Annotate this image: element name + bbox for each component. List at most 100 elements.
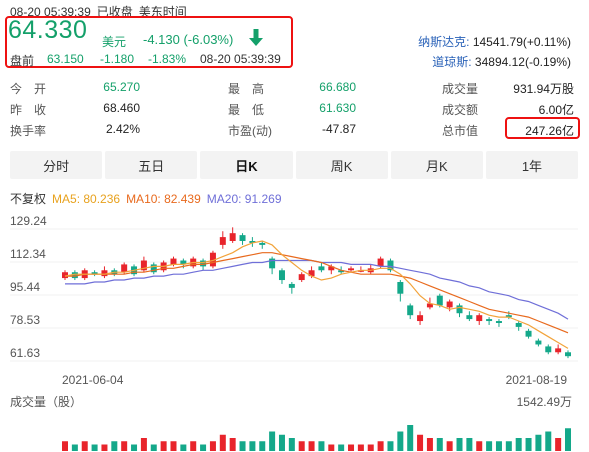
candle-body (397, 281, 404, 294)
candle-body (170, 258, 177, 265)
stat-value-prev-close: 68.460 (103, 101, 140, 115)
volume-label: 成交量（股） (10, 394, 82, 409)
candle-body (269, 258, 276, 269)
candle-body (121, 264, 128, 273)
stat-label-amount: 成交额 (442, 103, 479, 117)
volume-bar (278, 434, 285, 451)
candle-body (140, 260, 147, 271)
volume-bar (131, 444, 138, 451)
stat-value-turnover: 2.42% (105, 122, 140, 136)
index-value: 34894.12(-0.19%) (474, 55, 571, 69)
index-name: 纳斯达克: (418, 35, 470, 49)
candle-body (229, 233, 236, 241)
ma5-line (64, 240, 569, 349)
volume-bar (456, 438, 463, 451)
ma5-value: MA5: 80.236 (52, 192, 121, 206)
tab-five-day[interactable]: 五日 (105, 151, 198, 179)
stat-value-pe: -47.87 (321, 122, 356, 136)
candle-body (436, 295, 443, 306)
volume-bar (407, 425, 414, 451)
candle-body (486, 319, 493, 322)
premarket-time: 08-20 05:39:39 (200, 52, 281, 66)
volume-bar (436, 438, 443, 451)
stat-value-low: 61.630 (319, 101, 356, 115)
currency-label: 美元 (102, 35, 127, 49)
kline-chart[interactable]: 129.24 112.34 95.44 78.53 61.63 2021-06-04 2… (0, 205, 589, 452)
volume-bar (81, 441, 88, 451)
volume-bar (219, 434, 226, 451)
market-cap-highlight-box (505, 117, 580, 139)
volume-bar (367, 444, 374, 451)
status-zone: 美东时间 (138, 5, 187, 19)
volume-bar (565, 428, 571, 451)
x-end-label: 2021-08-19 (506, 373, 568, 387)
y-tick-label: 95.44 (10, 280, 40, 294)
price-highlight-box (5, 16, 293, 68)
y-tick-label: 78.53 (10, 313, 40, 327)
volume-bar (229, 438, 236, 451)
volume-bar (348, 444, 355, 451)
ma-legend: 不复权 MA5: 80.236 MA10: 82.439 MA20: 91.269 (10, 190, 288, 207)
candle-body (209, 252, 216, 267)
premarket-change: -1.180 (100, 52, 135, 66)
candle-body (505, 315, 512, 318)
volume-bar (446, 441, 453, 451)
status-state: 已收盘 (96, 5, 133, 19)
stat-label-open: 今 开 (10, 82, 47, 96)
candle-body (278, 270, 285, 281)
stat-value-high: 66.680 (319, 80, 356, 94)
candle-body (318, 266, 325, 271)
volume-bar (426, 438, 433, 451)
stat-label-low: 最 低 (228, 103, 265, 117)
tab-intraday[interactable]: 分时 (10, 151, 103, 179)
candle-body (348, 268, 355, 271)
volume-bars (62, 425, 571, 451)
candle-body (71, 272, 78, 279)
volume-bar (338, 444, 345, 451)
candle-body (200, 260, 207, 267)
status-time: 08-20 05:39:39 (10, 5, 91, 19)
tab-daily-k[interactable]: 日K (200, 151, 293, 179)
candle-body (219, 237, 226, 245)
volume-max-label: 1542.49万 (517, 395, 572, 409)
adjust-mode[interactable]: 不复权 (10, 192, 47, 206)
volume-bar (377, 441, 384, 451)
stat-label-high: 最 高 (228, 82, 265, 96)
y-tick-label: 112.34 (10, 247, 46, 261)
ma10-value: MA10: 82.439 (126, 192, 201, 206)
candle-body (288, 283, 295, 288)
candle-body (91, 272, 98, 275)
volume-bar (209, 441, 216, 451)
stat-label-prev-close: 昨 收 (10, 103, 47, 117)
nasdaq-index[interactable]: 纳斯达克: 14541.79(+0.11%) (418, 33, 571, 50)
tab-monthly-k[interactable]: 月K (390, 151, 483, 179)
y-tick-label: 129.24 (10, 214, 47, 228)
down-arrow-icon (249, 29, 263, 46)
candle-body (328, 266, 335, 271)
premarket-pct: -1.83% (148, 52, 187, 66)
dow-index[interactable]: 道琼斯: 34894.12(-0.19%) (432, 53, 571, 70)
volume-bar (200, 444, 207, 451)
index-name: 道琼斯: (432, 55, 472, 69)
premarket-price: 63.150 (47, 52, 84, 66)
volume-bar (140, 438, 147, 451)
volume-bar (170, 441, 177, 451)
chart-period-tabs: 分时 五日 日K 周K 月K 1年 (10, 151, 579, 179)
volume-bar (466, 438, 473, 451)
tab-weekly-k[interactable]: 周K (295, 151, 388, 179)
candle-body (180, 260, 187, 265)
candle-body (377, 258, 384, 267)
stat-label-market-cap: 总市值 (442, 124, 479, 138)
volume-bar (190, 441, 197, 451)
volume-bar (545, 431, 552, 451)
stat-value-open: 65.270 (103, 80, 140, 94)
tab-one-year[interactable]: 1年 (485, 151, 579, 179)
candle-body (466, 315, 473, 320)
candle-body (259, 242, 266, 245)
candle-body (426, 303, 433, 308)
candle-body (525, 330, 532, 337)
volume-bar (259, 441, 266, 451)
volume-bar (111, 441, 118, 451)
volume-bar (269, 431, 276, 451)
volume-bar (180, 444, 187, 451)
